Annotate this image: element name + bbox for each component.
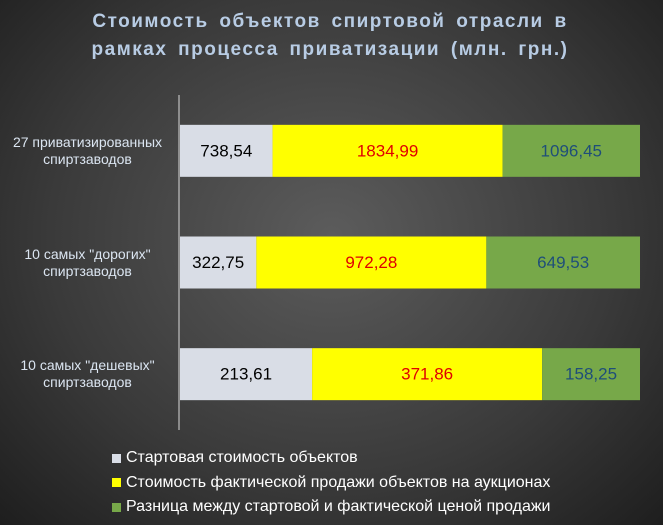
value-label: 371,86 — [401, 365, 453, 384]
legend-item: Стартовая стоимость объектов — [112, 448, 358, 468]
bar-segment — [272, 124, 503, 177]
bar-segment — [312, 348, 543, 401]
bar-segment — [180, 348, 313, 401]
bar-segment — [180, 236, 257, 289]
legend-swatch — [112, 502, 121, 512]
bar-segment — [502, 124, 640, 177]
legend-item: Разница между стартовой и фактической це… — [112, 497, 551, 517]
legend-text: Разница между стартовой и фактической це… — [126, 498, 551, 515]
value-label: 1834,99 — [357, 141, 418, 160]
bar-segment — [542, 348, 640, 401]
value-label: 158,25 — [565, 365, 617, 384]
category-label: 27 приватизированных спиртзаводов — [12, 133, 163, 167]
legend-item: Стоимость фактической продажи объектов н… — [112, 473, 550, 493]
category-label: 10 самых "дорогих" спиртзаводов — [24, 245, 151, 279]
value-label: 322,75 — [192, 253, 244, 272]
legend-swatch — [112, 478, 121, 487]
legend-text: Стоимость фактической продажи объектов н… — [126, 473, 551, 491]
value-label: 649,53 — [537, 253, 589, 272]
bar-segment — [486, 236, 640, 289]
category-label: 10 самых "дешевых" спиртзаводов — [20, 357, 155, 391]
value-label: 972,28 — [345, 253, 397, 272]
bar-segment — [180, 124, 273, 177]
value-label: 1096,45 — [541, 141, 602, 160]
legend-text: Стартовая стоимость объектов — [126, 449, 358, 466]
value-label: 738,54 — [200, 141, 252, 160]
chart-title: Стоимость объектов спиртовой отрасли в р… — [91, 11, 569, 60]
legend-swatch — [112, 453, 121, 463]
value-label: 213,61 — [220, 365, 272, 384]
bar-segment — [256, 236, 487, 289]
